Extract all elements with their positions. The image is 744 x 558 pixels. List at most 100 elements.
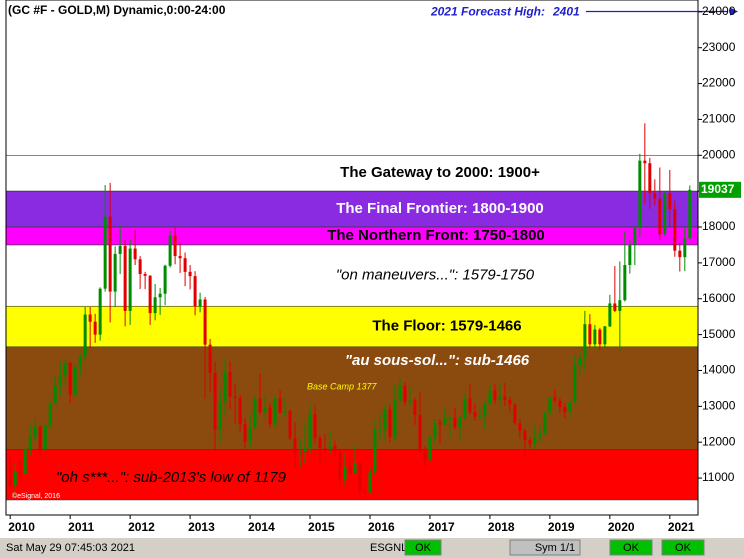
candle-body [628, 244, 632, 266]
candle-body [73, 366, 77, 395]
candle-body [648, 163, 652, 193]
status-feed: ESGNL: [370, 542, 410, 554]
candle-body [403, 385, 407, 403]
y-tick-label: 11000 [702, 470, 735, 484]
candle-body [433, 422, 437, 438]
candle-body [258, 398, 262, 413]
x-tick-label: 2014 [248, 520, 275, 534]
x-tick-label: 2020 [608, 520, 635, 534]
x-tick-label: 2015 [308, 520, 335, 534]
candle-body [608, 303, 612, 327]
y-tick-label: 22000 [702, 76, 736, 90]
price-band [5, 449, 699, 501]
band-label: "oh s***...": sub-2013's low of 1179 [56, 469, 287, 486]
x-tick-label: 2019 [548, 520, 575, 534]
candle-body [23, 449, 27, 474]
forecast-value: 2401 [552, 5, 580, 19]
status-ok-text: OK [675, 542, 692, 554]
candle-body [13, 471, 17, 485]
price-band [5, 244, 699, 307]
candle-body [378, 430, 382, 432]
x-tick-label: 2021 [668, 520, 695, 534]
candle-body [543, 412, 547, 433]
x-tick-label: 2017 [428, 520, 455, 534]
candle-body [193, 276, 197, 307]
candle-body [668, 192, 672, 210]
status-ok-text: OK [415, 542, 432, 554]
candle-body [538, 432, 542, 437]
annotation: Base Camp 1377 [307, 381, 378, 391]
candle-body [153, 297, 157, 314]
candle-body [308, 414, 312, 448]
candle-body [208, 344, 212, 373]
candle-body [618, 300, 622, 311]
price-band [5, 154, 699, 192]
candle-body [638, 160, 642, 228]
candle-body [408, 400, 412, 403]
candle-body [333, 445, 337, 453]
candle-body [98, 288, 102, 335]
candle-body [633, 227, 637, 245]
candle-body [548, 397, 552, 413]
candle-body [43, 425, 47, 450]
candle-body [123, 246, 127, 311]
candle-body [673, 209, 677, 251]
candle-body [358, 462, 362, 491]
candle-body [523, 430, 527, 441]
candle-body [518, 423, 522, 431]
candle-body [393, 399, 397, 437]
y-tick-label: 21000 [702, 112, 736, 126]
candle-body [288, 410, 292, 439]
candle-body [593, 329, 597, 345]
candle-body [368, 472, 372, 493]
candle-body [428, 437, 432, 460]
candle-body [103, 216, 107, 289]
status-ok [609, 539, 653, 556]
copyright: ©eSignal, 2016 [12, 492, 60, 500]
candle-body [578, 357, 582, 366]
plot: The Gateway to 2000: 1900+ The Final Fron… [5, 0, 741, 534]
candle-body [278, 398, 282, 413]
y-tick-label: 12000 [702, 434, 736, 448]
x-tick-label: 2010 [8, 520, 35, 534]
candle-body [253, 398, 257, 428]
candle-body [388, 409, 392, 437]
candle-body [263, 407, 267, 413]
y-tick-label: 17000 [702, 255, 736, 269]
y-tick-label: 15000 [702, 327, 736, 341]
candle-body [323, 448, 327, 450]
candle-body [163, 265, 167, 294]
candle-body [603, 326, 607, 345]
candle-body [158, 293, 162, 298]
candle-body [38, 426, 42, 450]
candle-body [448, 417, 452, 419]
status-sym [509, 539, 581, 556]
y-tick-label: 24000 [702, 4, 736, 18]
candle-body [128, 248, 132, 311]
status-ok [661, 539, 705, 556]
candle-body [63, 362, 67, 376]
chart-title: (GC #F - GOLD,M) Dynamic,0:00-24:00 [8, 3, 226, 17]
candle-body [568, 402, 572, 412]
forecast-arrow [730, 7, 738, 16]
band-label: The Final Frontier: 1800-1900 [336, 200, 544, 217]
candle-body [223, 371, 227, 403]
candle-body [138, 259, 142, 274]
x-tick-label: 2018 [488, 520, 515, 534]
candle-body [188, 271, 192, 277]
plot-frame [5, 0, 699, 516]
candle-body [423, 451, 427, 460]
candle-body [398, 385, 402, 400]
candle-body [508, 399, 512, 405]
candle-body [143, 273, 147, 276]
candle-body [373, 430, 377, 473]
candle-body [273, 398, 277, 425]
candle-body [303, 447, 307, 452]
candle-body [113, 253, 117, 292]
candle-body [283, 410, 287, 413]
candle-body [348, 466, 352, 474]
candle-body [438, 422, 442, 425]
candle-body [688, 189, 692, 239]
candle-body [493, 390, 497, 400]
x-tick-label: 2011 [68, 520, 94, 534]
